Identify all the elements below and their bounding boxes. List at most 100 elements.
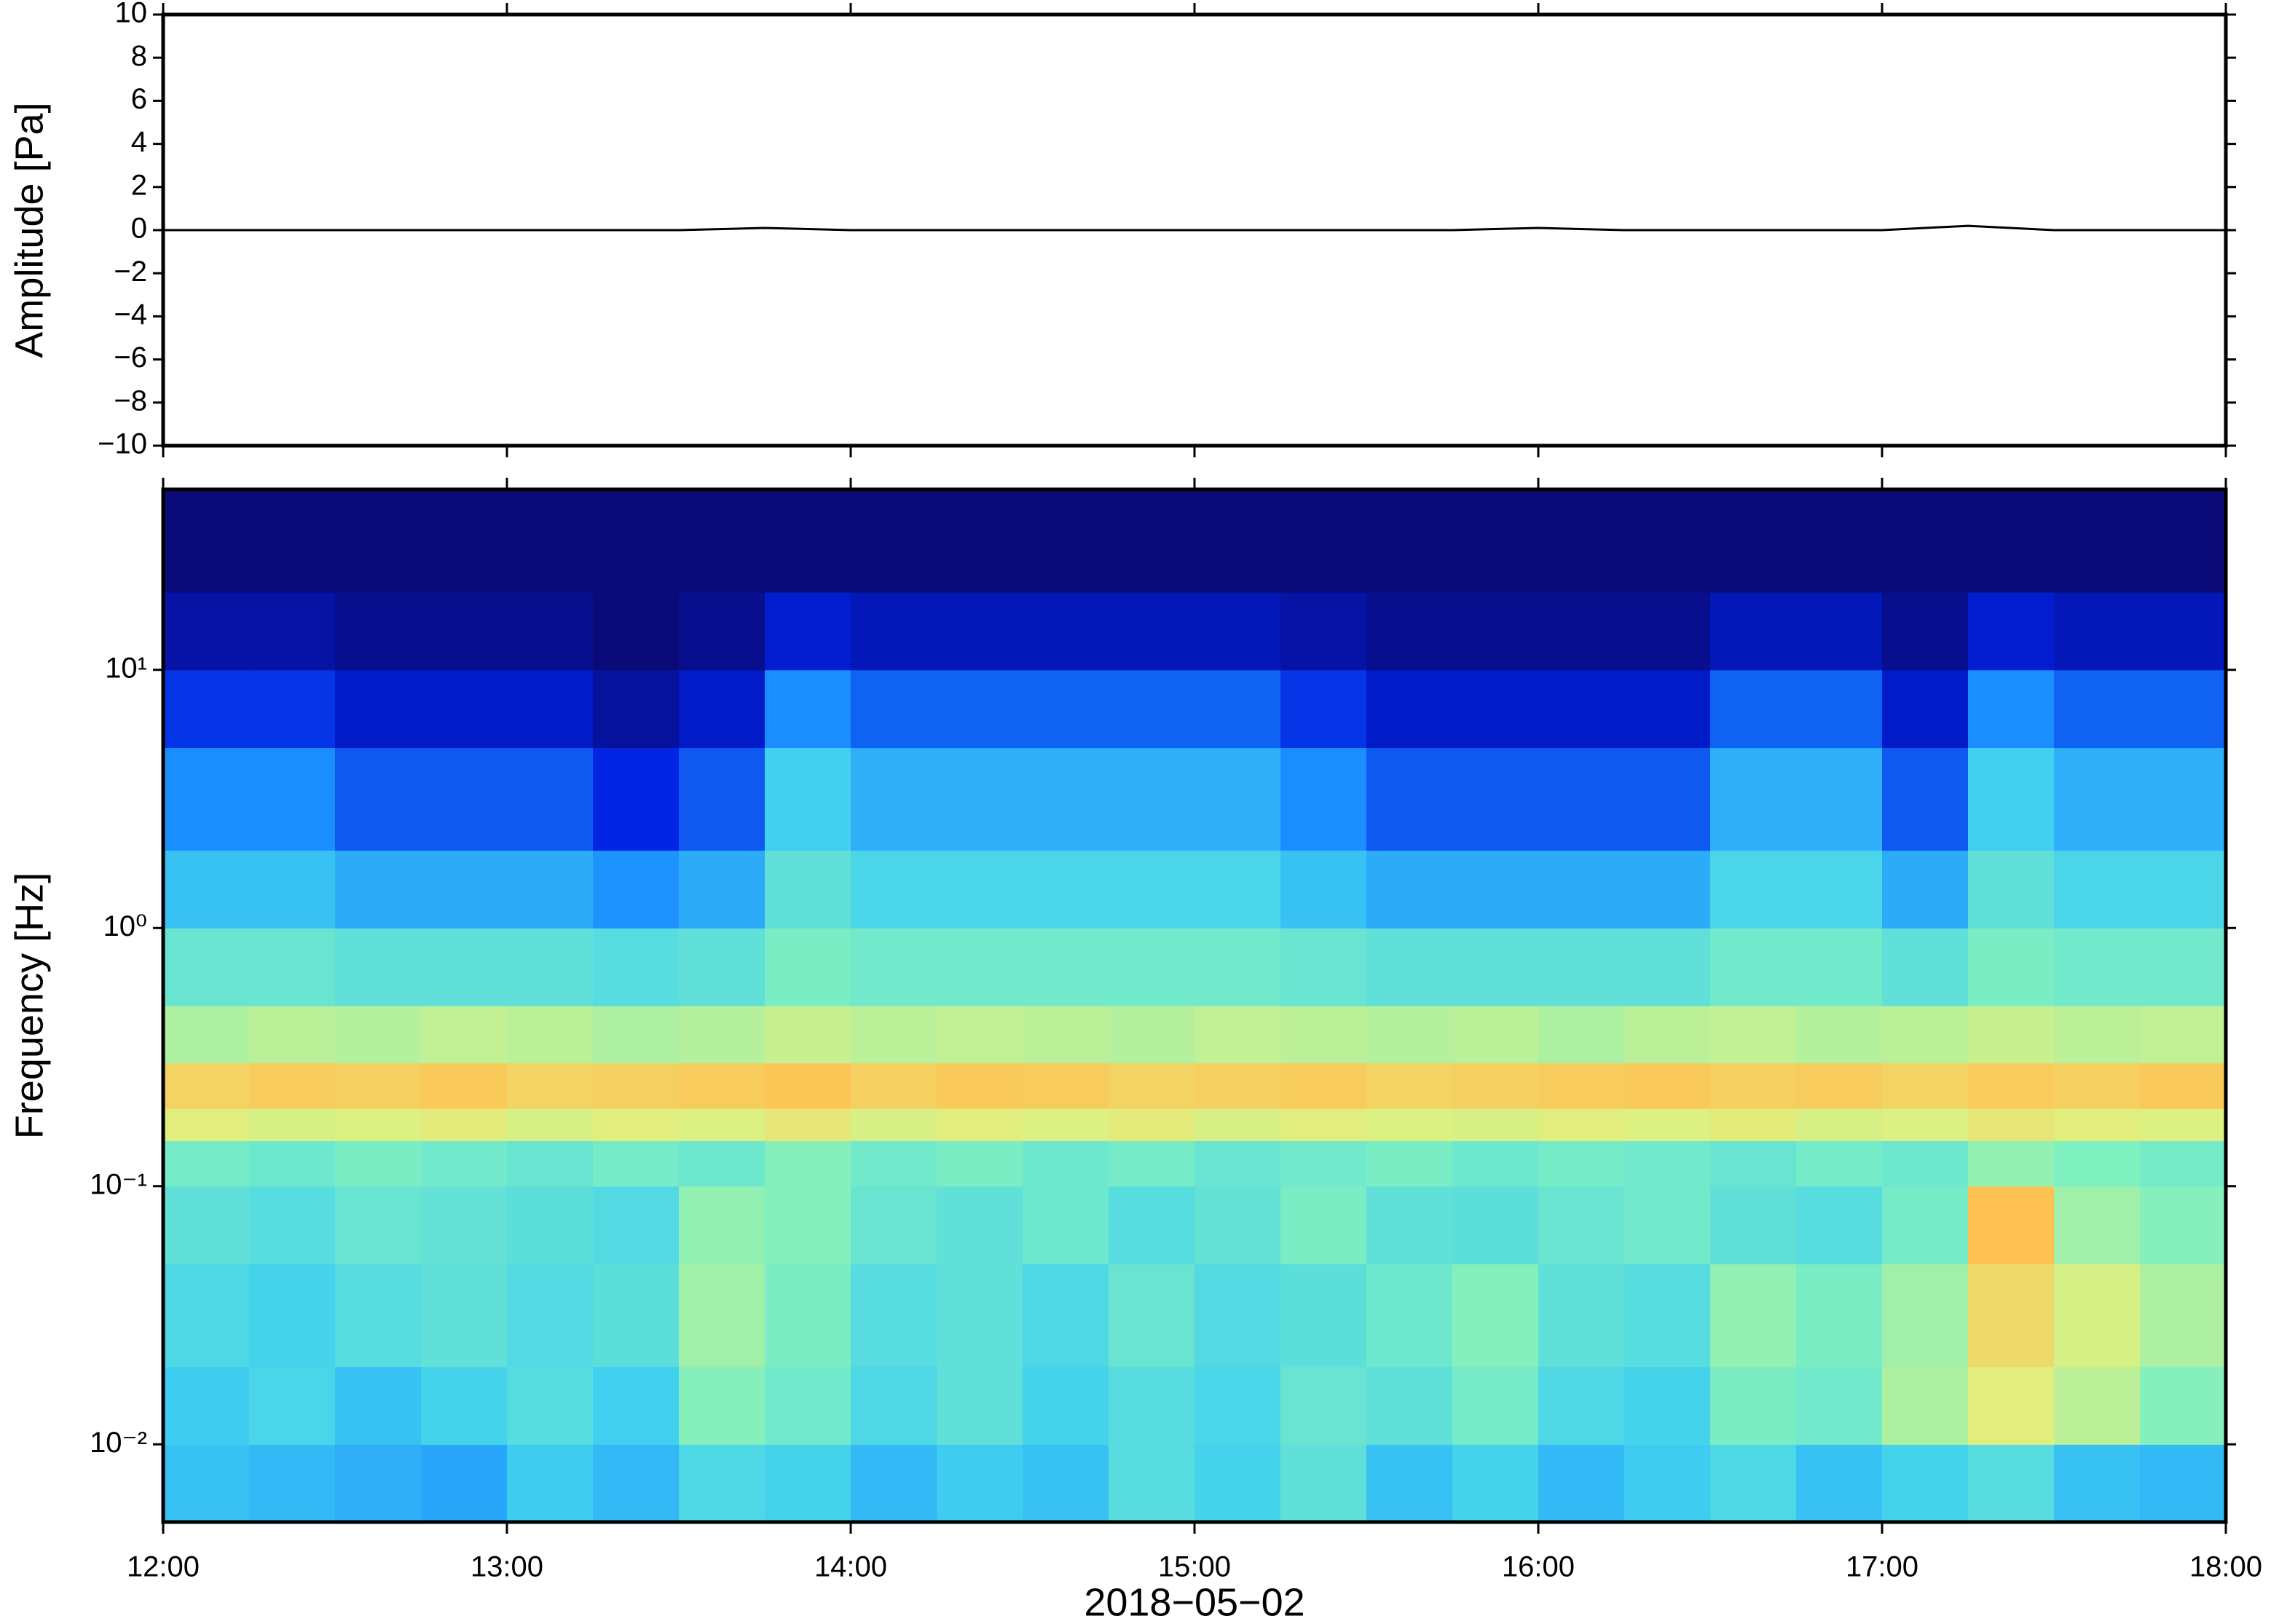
heatmap-cell (1366, 1186, 1453, 1265)
heatmap-cell (249, 489, 336, 593)
heatmap-cell (1968, 1140, 2055, 1187)
heatmap-cell (2054, 489, 2141, 593)
heatmap-cell (851, 669, 937, 749)
heatmap-cell (2054, 928, 2141, 1006)
heatmap-cell (1023, 928, 1109, 1006)
heatmap-cell (2140, 489, 2227, 593)
heatmap-cell (1968, 489, 2055, 593)
heatmap-cell (421, 1140, 508, 1187)
heatmap-cell (1624, 1444, 1711, 1523)
heatmap-cell (679, 1366, 765, 1445)
heatmap-cell (1280, 747, 1367, 851)
heatmap-cell (1023, 1444, 1109, 1523)
heatmap-cell (1538, 489, 1625, 593)
heatmap-cell (593, 1108, 680, 1141)
heatmap-cell (593, 928, 680, 1006)
heatmap-cell (679, 1006, 765, 1064)
heatmap-cell (163, 1108, 250, 1141)
heatmap-cell (1109, 1063, 1195, 1109)
heatmap-cell (1023, 1140, 1109, 1187)
heatmap-cell (163, 669, 250, 749)
heatmap-cell (1968, 1264, 2055, 1368)
heatmap-cell (1280, 850, 1367, 929)
heatmap-cell (1452, 1108, 1539, 1141)
heatmap-cell (1538, 592, 1625, 671)
heatmap-cell (937, 1063, 1023, 1109)
heatmap-cell (1366, 747, 1453, 851)
heatmap-cell (1366, 1006, 1453, 1064)
heatmap-cell (1538, 1366, 1625, 1445)
heatmap-cell (335, 850, 422, 929)
heatmap-cell (851, 592, 937, 671)
heatmap-cell (1109, 850, 1195, 929)
heatmap-cell (421, 928, 508, 1006)
heatmap-cell (2054, 1006, 2141, 1064)
heatmap-cell (1194, 928, 1281, 1006)
heatmap-cell (1882, 1186, 1969, 1265)
heatmap-cell (163, 489, 250, 593)
heatmap-cell (507, 1140, 594, 1187)
heatmap-cell (2140, 1140, 2227, 1187)
heatmap-cell (1538, 669, 1625, 749)
heatmap-cell (163, 592, 250, 671)
heatmap-cell (421, 747, 508, 851)
heatmap-cell (1882, 928, 1969, 1006)
heatmap-cell (249, 1264, 336, 1368)
heatmap-cell (1882, 669, 1969, 749)
heatmap-cell (1452, 850, 1539, 929)
heatmap-cell (1882, 1140, 1969, 1187)
heatmap-cell (1624, 1063, 1711, 1109)
heatmap-cell (1280, 1108, 1367, 1141)
heatmap-cell (507, 747, 594, 851)
heatmap-cell (1538, 1108, 1625, 1141)
heatmap-cell (937, 1186, 1023, 1265)
heatmap-cell (937, 1006, 1023, 1064)
heatmap-cell (593, 592, 680, 671)
heatmap-cell (1882, 1444, 1969, 1523)
heatmap-cell (1968, 1063, 2055, 1109)
waveform (163, 224, 2226, 232)
heatmap-cell (335, 1140, 422, 1187)
heatmap-cell (1538, 1063, 1625, 1109)
heatmap-cell (1452, 1444, 1539, 1523)
heatmap-cell (507, 1264, 594, 1368)
heatmap-cell (1796, 1444, 1883, 1523)
heatmap-cell (1882, 747, 1969, 851)
heatmap-cell (163, 1006, 250, 1064)
y-tick-label: 2 (131, 169, 147, 201)
heatmap-cell (1194, 489, 1281, 593)
heatmap-cell (2054, 1444, 2141, 1523)
y-tick-label: 10⁰ (103, 910, 147, 942)
heatmap-cell (1023, 1264, 1109, 1368)
heatmap-cell (1023, 1006, 1109, 1064)
heatmap-cell (421, 1186, 508, 1265)
x-tick-label: 14:00 (814, 1551, 887, 1583)
heatmap-cell (1968, 592, 2055, 671)
y-tick-label: 10⁻¹ (90, 1168, 147, 1200)
heatmap-cell (1280, 1444, 1367, 1523)
heatmap-cell (1109, 592, 1195, 671)
heatmap-cell (1366, 1140, 1453, 1187)
heatmap-cell (507, 1444, 594, 1523)
heatmap-cell (2140, 1108, 2227, 1141)
x-tick-label: 18:00 (2189, 1551, 2262, 1583)
heatmap-cell (1624, 489, 1711, 593)
heatmap-cell (1280, 928, 1367, 1006)
heatmap-cell (249, 928, 336, 1006)
heatmap-cell (2140, 1186, 2227, 1265)
heatmap-cell (2140, 669, 2227, 749)
heatmap-cell (1710, 592, 1797, 671)
heatmap-cell (1366, 1063, 1453, 1109)
heatmap-cell (249, 747, 336, 851)
heatmap-cell (1452, 1186, 1539, 1265)
heatmap-cell (1968, 1366, 2055, 1445)
heatmap-cell (1538, 747, 1625, 851)
heatmap-cell (1882, 592, 1969, 671)
heatmap-cell (2140, 1366, 2227, 1445)
heatmap-cell (2054, 1108, 2141, 1141)
heatmap-cell (1280, 1264, 1367, 1368)
heatmap-cell (335, 592, 422, 671)
heatmap-cell (163, 1366, 250, 1445)
heatmap-cell (2140, 1264, 2227, 1368)
y-axis-title: Frequency [Hz] (7, 872, 51, 1139)
